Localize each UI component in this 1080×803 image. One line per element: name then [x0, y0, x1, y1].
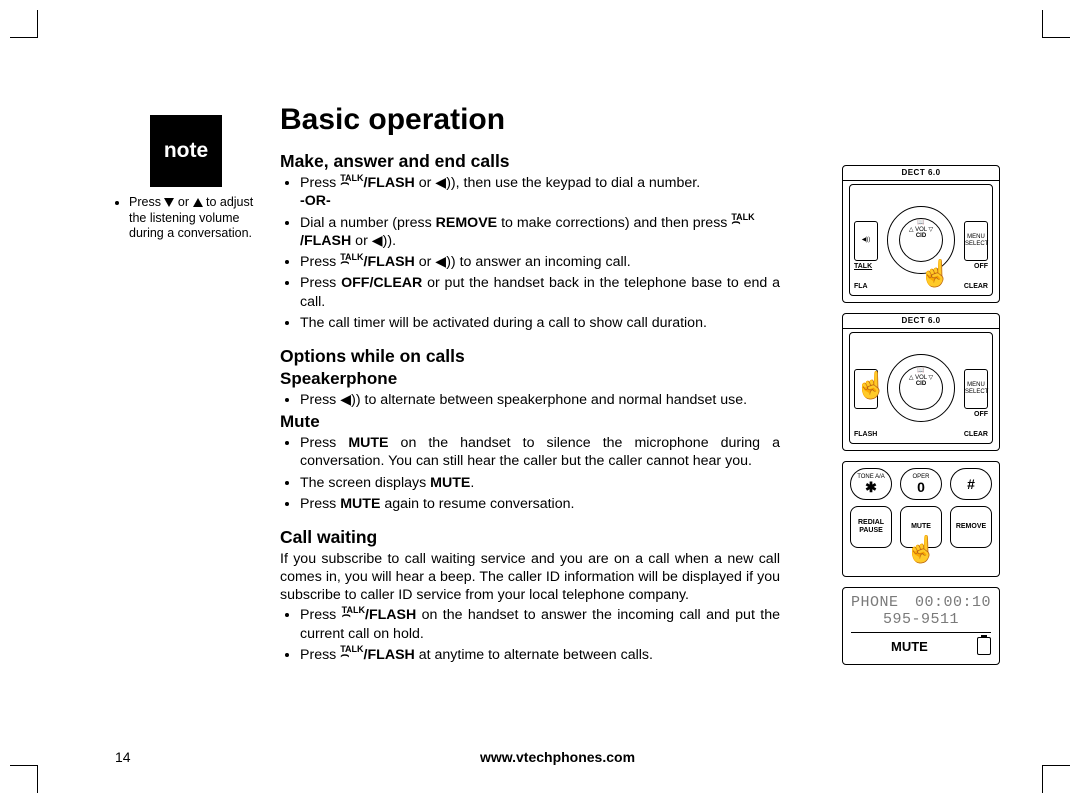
menu-select-button: MENUSELECT: [964, 369, 988, 409]
clear-label: CLEAR: [964, 283, 988, 291]
speaker-icon: ◀)): [340, 391, 360, 409]
speaker-icon: ◀)): [372, 232, 392, 250]
lcd-phone-label: PHONE: [851, 594, 899, 611]
keypad-illustration: TONE A/A✱ OPER0 # REDIALPAUSE MUTE REMOV…: [842, 461, 1000, 577]
section-heading-options: Options while on calls: [280, 346, 780, 367]
up-arrow-icon: [193, 198, 203, 207]
lcd-timer: 00:00:10: [915, 594, 991, 611]
hand-cursor-icon: ☝: [855, 370, 887, 401]
talk-icon: TALK⌢: [340, 646, 363, 659]
crop-mark: [1042, 765, 1043, 793]
page-content: note Press or to adjust the listening vo…: [115, 103, 1000, 763]
handset-logo: DECT 6.0: [843, 314, 999, 329]
manual-page: note Press or to adjust the listening vo…: [0, 0, 1080, 803]
talk-icon: TALK⌢: [340, 254, 363, 267]
page-title: Basic operation: [280, 103, 780, 137]
handset-illustration-2: DECT 6.0 ◀)) MENUSELECT 📖△ VOL ▽CID OFF …: [842, 313, 1000, 451]
call-waiting-list: Press TALK⌢/FLASH on the handset to answ…: [280, 606, 780, 664]
talk-icon: TALK⌢: [340, 175, 363, 188]
handset-illustration-1: DECT 6.0 ◀)) MENUSELECT 📖△ VOL ▽CID TALK…: [842, 165, 1000, 303]
hand-cursor-icon: ☝: [919, 258, 951, 289]
lcd-mute-status: MUTE: [891, 639, 928, 654]
off-label: OFF: [974, 263, 988, 271]
section-heading-make-calls: Make, answer and end calls: [280, 151, 780, 172]
call-waiting-intro: If you subscribe to call waiting service…: [280, 550, 780, 605]
hand-cursor-icon: ☝: [905, 534, 937, 565]
mute-list: Press MUTE on the handset to silence the…: [280, 434, 780, 513]
crop-mark: [1042, 765, 1070, 766]
off-label: OFF: [974, 411, 988, 419]
crop-mark: [10, 765, 38, 766]
navpad-icon: 📖△ VOL ▽CID: [899, 366, 943, 410]
note-badge: note: [150, 115, 222, 187]
redial-key: REDIALPAUSE: [850, 506, 892, 548]
talk-icon: TALK⌢: [731, 214, 754, 227]
battery-icon: [977, 637, 991, 655]
speaker-icon: ◀)): [435, 253, 455, 271]
lcd-screen-illustration: PHONE 00:00:10 595-9511 MUTE: [842, 587, 1000, 665]
note-text: Press or to adjust the listening volume …: [115, 195, 257, 242]
crop-mark: [10, 37, 38, 38]
footer-url: www.vtechphones.com: [115, 749, 1000, 765]
section-heading-call-waiting: Call waiting: [280, 527, 780, 548]
crop-mark: [1042, 37, 1070, 38]
talk-icon: TALK⌢: [342, 607, 365, 620]
speaker-button-icon: ◀)): [854, 221, 878, 261]
make-calls-list: Press TALK⌢/FLASH or ◀)), then use the k…: [280, 174, 780, 332]
flash-label: FLASH: [854, 431, 877, 439]
main-column: Basic operation Make, answer and end cal…: [280, 103, 780, 667]
hash-key: #: [950, 468, 992, 500]
section-heading-mute: Mute: [280, 412, 780, 432]
navpad-icon: 📖△ VOL ▽CID: [899, 218, 943, 262]
clear-label: CLEAR: [964, 431, 988, 439]
zero-key: OPER0: [900, 468, 942, 500]
note-sidebar: note Press or to adjust the listening vo…: [115, 115, 257, 242]
down-arrow-icon: [164, 198, 174, 207]
handset-logo: DECT 6.0: [843, 166, 999, 181]
talk-label: TALK: [854, 263, 872, 271]
flash-label: FLA: [854, 283, 868, 291]
crop-mark: [1042, 10, 1043, 38]
remove-key: REMOVE: [950, 506, 992, 548]
crop-mark: [37, 10, 38, 38]
crop-mark: [37, 765, 38, 793]
lcd-number: 595-9511: [883, 611, 959, 628]
speaker-icon: ◀)): [435, 174, 455, 192]
star-key: TONE A/A✱: [850, 468, 892, 500]
section-heading-speakerphone: Speakerphone: [280, 369, 780, 389]
speaker-list: Press ◀)) to alternate between speakerph…: [280, 391, 780, 409]
menu-select-button: MENUSELECT: [964, 221, 988, 261]
illustration-column: DECT 6.0 ◀)) MENUSELECT 📖△ VOL ▽CID TALK…: [842, 165, 1000, 665]
